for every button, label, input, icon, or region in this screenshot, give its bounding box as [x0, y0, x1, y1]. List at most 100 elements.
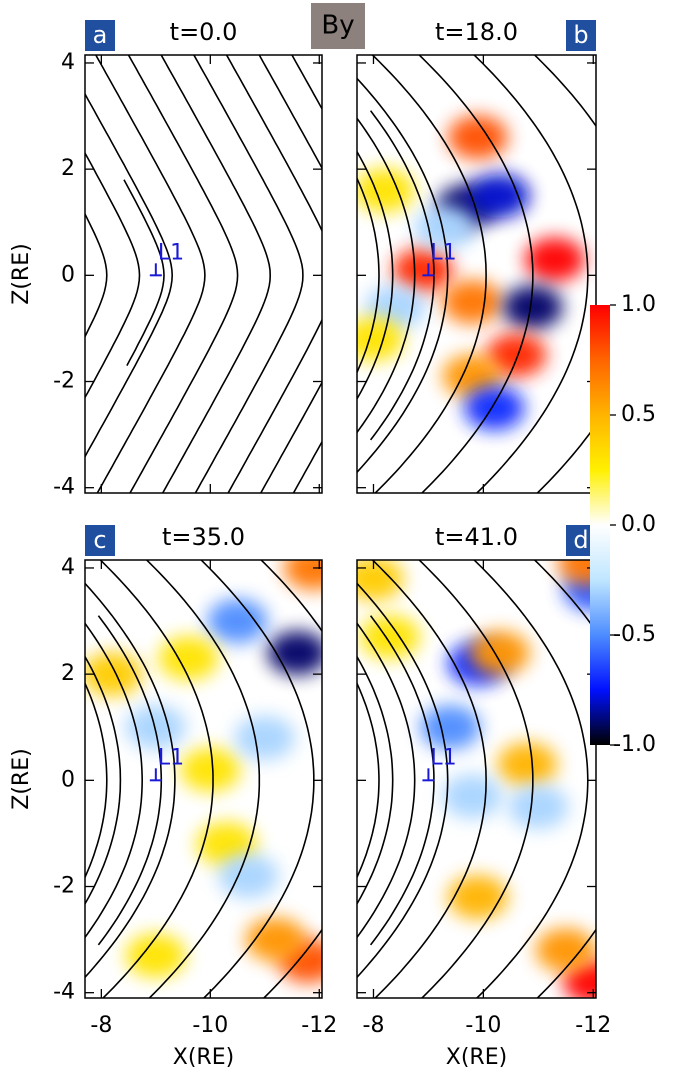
field-line	[371, 560, 487, 998]
field-line	[357, 582, 449, 979]
field-line	[357, 621, 416, 939]
field-line	[127, 55, 239, 493]
by-patch	[442, 774, 503, 819]
y-tick-label: 2	[61, 156, 75, 181]
field-line	[145, 560, 261, 998]
y-tick-label: 4	[61, 555, 75, 580]
colorbar-tick-label: 0.5	[621, 402, 656, 427]
field-line	[418, 560, 534, 998]
by-patch	[283, 560, 322, 590]
field-line	[357, 176, 380, 375]
y-tick-label: 4	[61, 50, 75, 75]
field-line	[357, 77, 449, 474]
field-line	[85, 92, 174, 459]
by-patch	[218, 853, 279, 898]
x-tick-label: -10	[465, 1013, 501, 1038]
field-line	[533, 55, 596, 493]
by-patch	[267, 630, 322, 675]
y-tick-label: -2	[53, 369, 75, 394]
x-tick-label: -10	[192, 1013, 228, 1038]
panel-title: t=18.0	[435, 18, 518, 46]
field-line	[85, 655, 122, 906]
by-patch	[392, 248, 453, 293]
by-patch	[469, 173, 530, 218]
panel-title: t=35.0	[162, 523, 245, 551]
y-tick-label: -4	[53, 475, 75, 500]
by-patch	[508, 784, 569, 829]
marker-label: L1	[158, 240, 184, 265]
x-axis-label: X(RE)	[173, 1045, 234, 1070]
panel-title: t=41.0	[435, 523, 518, 551]
chart-title: By	[321, 11, 354, 41]
by-patch	[414, 205, 475, 250]
panel-title: t=0.0	[170, 18, 238, 46]
panel-label: d	[573, 526, 588, 554]
colorbar-tick-label: -1.0	[613, 732, 656, 757]
plot-frame	[356, 559, 597, 999]
field-line	[85, 212, 108, 339]
panel-label-box	[566, 20, 596, 51]
field-line	[357, 655, 394, 906]
by-patch	[486, 332, 547, 377]
by-patch	[234, 715, 295, 760]
x-tick-label: -12	[575, 1013, 611, 1038]
y-tick-label: 2	[61, 661, 75, 686]
colorbar-tick-label: 0.0	[621, 512, 656, 537]
by-patch	[442, 279, 503, 324]
field-line	[94, 55, 206, 493]
plot-area	[85, 560, 322, 998]
y-axis-label: Z(RE)	[9, 243, 34, 304]
plot-area	[85, 55, 322, 493]
field-line	[260, 560, 322, 998]
by-patch	[524, 237, 585, 282]
field-line	[85, 582, 176, 979]
by-patch	[207, 599, 268, 644]
by-patch	[447, 115, 508, 160]
panel-label: b	[573, 21, 588, 49]
by-patch	[469, 630, 530, 675]
field-line	[85, 681, 108, 880]
x-tick-label: -8	[90, 1013, 112, 1038]
y-axis-label: Z(RE)	[9, 748, 34, 809]
by-patch	[125, 933, 186, 978]
plot-frame	[84, 54, 323, 494]
by-patch	[420, 705, 481, 750]
panel-label: a	[93, 21, 108, 49]
panel-label: c	[93, 526, 106, 554]
y-tick-label: 0	[61, 262, 75, 287]
by-patch	[535, 928, 596, 973]
plot-area	[357, 55, 596, 493]
field-line	[291, 55, 322, 493]
field-line	[225, 55, 322, 493]
by-patch	[502, 285, 563, 330]
plot-frame	[84, 559, 323, 999]
by-patch	[497, 742, 558, 787]
field-line	[357, 150, 394, 401]
field-line	[192, 55, 304, 493]
by-patch	[357, 560, 404, 601]
title-box	[311, 3, 365, 49]
field-line	[533, 560, 596, 998]
field-line	[85, 621, 144, 939]
field-line	[418, 55, 534, 493]
colorbar-tick-label: -0.5	[613, 622, 656, 647]
field-line	[371, 55, 487, 493]
by-patch	[125, 705, 186, 750]
field-line	[357, 116, 416, 434]
y-tick-label: -2	[53, 874, 75, 899]
colorbar-tick-label: 1.0	[621, 292, 656, 317]
by-patch	[464, 386, 525, 431]
by-patch	[245, 917, 306, 962]
marker-label: L1	[158, 745, 184, 770]
x-tick-label: -8	[363, 1013, 385, 1038]
field-line	[258, 55, 322, 493]
by-patch	[357, 317, 404, 362]
colorbar	[590, 305, 610, 745]
field-line	[357, 681, 380, 880]
marker-label: L1	[430, 745, 456, 770]
field-line	[85, 151, 141, 400]
y-tick-label: -4	[53, 980, 75, 1005]
by-patch	[447, 875, 508, 920]
by-patch	[359, 614, 420, 659]
